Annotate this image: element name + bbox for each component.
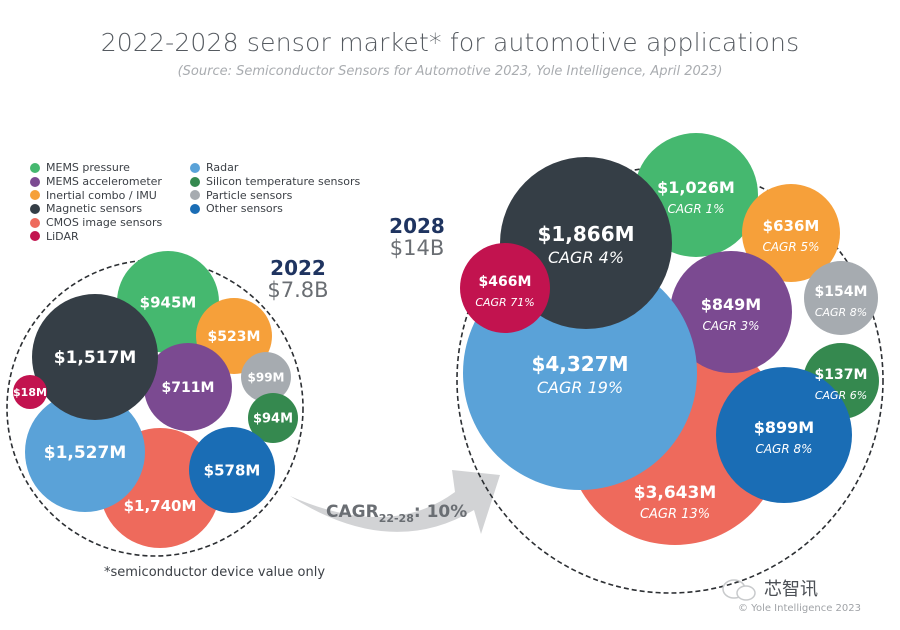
overall-cagr-prefix: CAGR (326, 502, 379, 522)
bubble-value-label: $711M (162, 380, 215, 396)
bubble-value-label: $94M (253, 412, 293, 427)
bubble-value-label: $1,026M (657, 178, 735, 197)
legend-swatch-icon (30, 190, 40, 201)
bubble-cagr-label: CAGR 3% (702, 319, 759, 333)
chart-title: 2022-2028 sensor market* for automotive … (100, 28, 800, 57)
bubble-value-label: $137M (815, 367, 868, 383)
bubble-cagr-label: CAGR 1% (667, 202, 724, 216)
bubble-value-label: $578M (204, 461, 261, 479)
bubble-2022-other-sensors (189, 427, 275, 513)
wechat-icon (722, 579, 756, 601)
bubble-2022-magnetic-sensors (32, 294, 158, 420)
overall-cagr-subscript: 22-28 (379, 512, 414, 525)
bubble-value-label: $636M (763, 217, 820, 235)
bubble-value-label: $154M (815, 284, 868, 300)
overall-cagr-label: CAGR22-28: 10% (326, 502, 467, 525)
legend-label: Other sensors (206, 202, 283, 216)
legend-item: Magnetic sensors (30, 202, 162, 216)
year-2028-header: 2028 $14B (373, 215, 461, 260)
bubble-cagr-label: CAGR 6% (815, 389, 867, 402)
legend-swatch-icon (190, 162, 200, 173)
year-2022-label: 2022 (270, 256, 326, 280)
bubble-2028-particle-sensors (804, 261, 878, 335)
bubble-value-label: $1,517M (54, 348, 137, 368)
legend-column-2: Radar Silicon temperature sensors Particle… (190, 161, 360, 216)
legend-label: Silicon temperature sensors (206, 175, 361, 189)
bubble-2028-mems-accelerometer (670, 251, 792, 373)
bubble-value-label: $18M (13, 386, 47, 399)
bubble-cagr-label: CAGR 13% (640, 507, 710, 522)
bubble-cagr-label: CAGR 5% (762, 240, 819, 254)
legend-item: MEMS pressure (30, 161, 162, 175)
bubble-cagr-label: CAGR 71% (475, 296, 534, 309)
legend-swatch-icon (190, 203, 200, 214)
bubble-2022-radar (25, 392, 145, 512)
year-2028-label: 2028 (389, 214, 445, 238)
bubble-value-label: $849M (701, 295, 761, 314)
legend-label: Particle sensors (206, 188, 293, 202)
year-2022-total: $7.8B (267, 278, 329, 302)
legend-item: LiDAR (30, 229, 162, 243)
bubble-value-label: $466M (479, 274, 532, 290)
growth-arrow (290, 470, 500, 534)
bubble-2028-other-sensors (716, 367, 852, 503)
bubble-2022-mems-accelerometer (144, 343, 232, 431)
year-2022-header: 2022 $7.8B (254, 257, 342, 302)
bubble-value-label: $1,740M (124, 497, 197, 515)
overall-cagr-value: : 10% (414, 502, 467, 522)
copyright: © Yole Intelligence 2023 (738, 603, 861, 614)
bubble-value-label: $1,866M (537, 222, 634, 246)
bubble-cagr-label: CAGR 19% (537, 378, 623, 397)
bubble-value-label: $3,643M (634, 483, 717, 503)
footnote: *semiconductor device value only (104, 565, 326, 580)
year-2028-total: $14B (389, 236, 445, 260)
legend-swatch-icon (190, 176, 200, 187)
bubble-2028-lidar (460, 243, 550, 333)
legend-item: Silicon temperature sensors (190, 175, 360, 189)
legend-label: Radar (206, 161, 239, 175)
bubble-value-label: $1,527M (44, 443, 127, 463)
legend-item: CMOS image sensors (30, 216, 162, 230)
cluster-2022: $945M $523M $711M $99M $94M $1,740M $1,527M $57… (6, 251, 304, 557)
bubble-value-label: $99M (248, 370, 285, 384)
legend-label: LiDAR (46, 229, 79, 243)
legend-label: MEMS accelerometer (46, 175, 162, 189)
bubble-value-label: $4,327M (531, 352, 628, 376)
bubble-2022-particle-sensors (241, 352, 291, 402)
bubble-2028-inertial-combo-imu (742, 184, 840, 282)
legend-item: Particle sensors (190, 188, 360, 202)
legend-item: Inertial combo / IMU (30, 188, 162, 202)
bubble-cagr-label: CAGR 4% (548, 248, 624, 267)
chart-subtitle: (Source: Semiconductor Sensors for Autom… (177, 64, 723, 79)
legend-swatch-icon (30, 162, 40, 173)
legend-swatch-icon (30, 231, 40, 242)
legend-swatch-icon (30, 176, 40, 187)
legend-label: CMOS image sensors (46, 216, 163, 230)
legend-label: MEMS pressure (46, 161, 130, 175)
bubble-value-label: $899M (754, 418, 814, 437)
legend-item: MEMS accelerometer (30, 175, 162, 189)
legend-item: Radar (190, 161, 360, 175)
legend-column-1: MEMS pressure MEMS accelerometer Inertial … (30, 161, 162, 243)
bubble-2022-silicon-temperature-sensors (248, 393, 298, 443)
bubble-2022-lidar (13, 375, 47, 409)
bubble-cagr-label: CAGR 8% (755, 442, 812, 456)
legend-label: Magnetic sensors (46, 202, 143, 216)
bubble-value-label: $523M (208, 329, 261, 345)
watermark-text: 芯智讯 (764, 579, 818, 600)
bubble-cagr-label: CAGR 8% (815, 306, 867, 319)
cluster-2028: $3,643M CAGR 13% $1,026M CAGR 1% $636M CAGR 5… (456, 133, 884, 594)
legend-swatch-icon (30, 203, 40, 214)
bubble-value-label: $945M (140, 293, 197, 311)
legend-item: Other sensors (190, 202, 360, 216)
legend-swatch-icon (190, 190, 200, 201)
legend-swatch-icon (30, 217, 40, 228)
legend-label: Inertial combo / IMU (46, 188, 157, 202)
